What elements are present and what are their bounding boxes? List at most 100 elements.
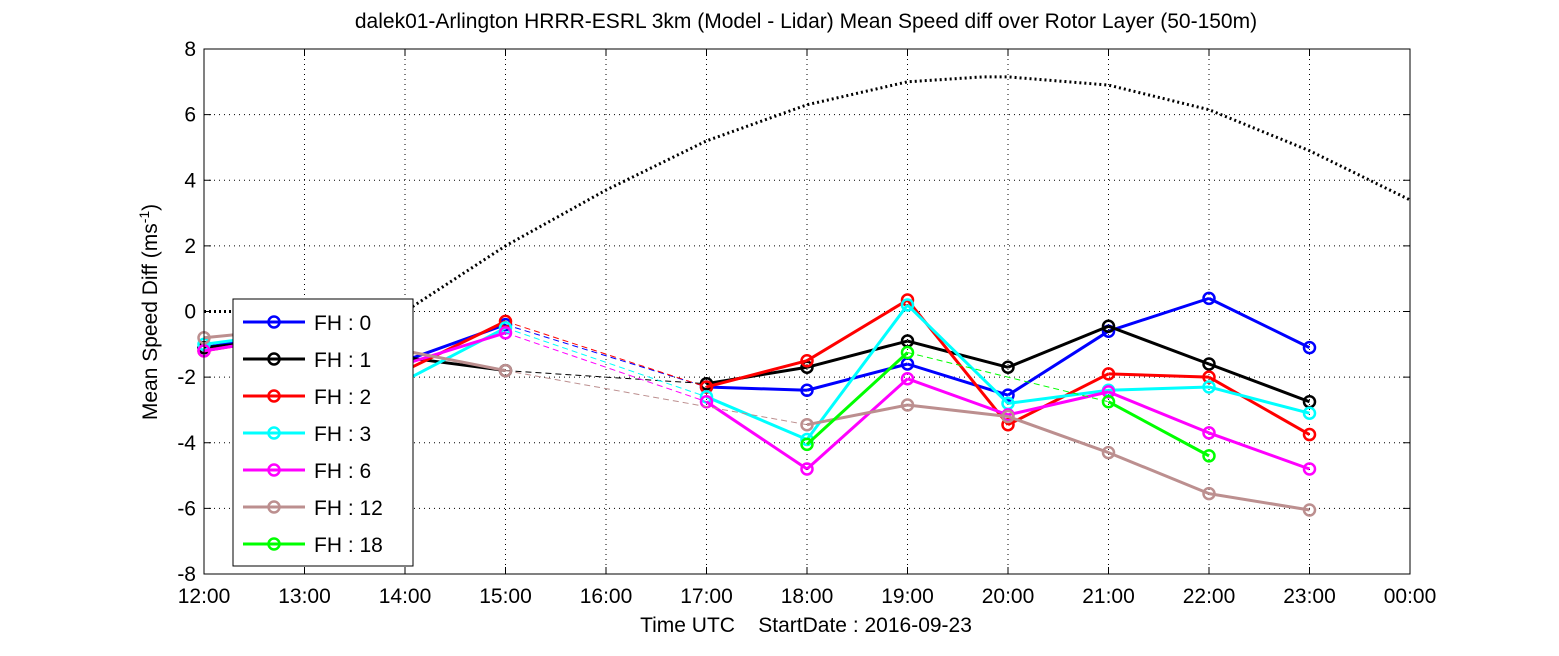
series-segment — [1107, 400, 1210, 458]
series-segment — [1108, 385, 1210, 392]
reference-curve — [204, 75, 1411, 313]
y-tick-label: -8 — [177, 563, 196, 586]
data-point — [1101, 324, 1116, 338]
legend-item: FH : 12 — [243, 497, 383, 520]
x-tick-label: 20:00 — [982, 585, 1035, 608]
series-segment — [906, 377, 1009, 417]
data-point — [498, 326, 513, 340]
series-segment — [1208, 431, 1311, 471]
data-point — [1302, 406, 1317, 420]
series-gap-segment — [505, 320, 707, 388]
series-gap-segment — [505, 324, 707, 388]
series-segment — [1007, 390, 1109, 417]
data-point — [1001, 388, 1015, 402]
data-point — [1202, 291, 1216, 306]
x-tick-label: 17:00 — [680, 585, 733, 608]
series-segment — [1108, 372, 1210, 379]
x-tick-label: 16:00 — [580, 585, 633, 608]
legend-item: FH : 18 — [243, 534, 383, 557]
legend-item: FH : 6 — [243, 460, 371, 483]
legend-label: FH : 0 — [314, 312, 371, 335]
series-segment — [1208, 385, 1310, 415]
series-segment — [806, 403, 908, 427]
x-ticks: 12:00 13:00 14:00 15:00 16:00 17:00 18:00 19:00… — [178, 49, 1437, 608]
series-segment — [705, 395, 808, 441]
x-tick-label: 19:00 — [881, 585, 934, 608]
chart-title: dalek01-Arlington HRRR-ESRL 3km (Model -… — [355, 10, 1257, 33]
legend-marker — [267, 537, 281, 551]
data-point — [1302, 503, 1317, 517]
data-point — [1101, 319, 1116, 334]
series-segment — [805, 377, 909, 471]
legend-marker — [267, 500, 281, 514]
y-tick-label: 6 — [184, 104, 196, 127]
legend-item: FH : 2 — [243, 386, 371, 409]
series-segment — [1208, 492, 1310, 512]
y-axis-label-superscript: -1 — [136, 211, 152, 224]
legend-items: FH : 0 FH : 1 FH : 2 FH : 3 FH : 6 FH : 12 FH … — [243, 312, 383, 557]
data-point — [800, 353, 814, 368]
legend-label: FH : 12 — [314, 497, 383, 520]
data-point — [1101, 445, 1116, 460]
legend: FH : 0 FH : 1 FH : 2 FH : 3 FH : 6 FH : 12 FH … — [232, 298, 414, 567]
x-tick-label: 18:00 — [781, 585, 834, 608]
data-point — [1202, 486, 1216, 501]
series-segment — [1208, 297, 1311, 349]
data-point — [1101, 394, 1116, 409]
series-segment — [906, 303, 1010, 405]
series-segment — [404, 319, 507, 372]
data-point — [1302, 462, 1317, 476]
legend-label: FH : 3 — [314, 423, 371, 446]
y-axis-label-close: ) — [139, 204, 162, 211]
x-tick-label: 15:00 — [479, 585, 532, 608]
legend-marker — [267, 315, 281, 329]
y-tick-label: 0 — [184, 301, 196, 324]
x-axis-label: Time UTC StartDate : 2016-09-23 — [640, 614, 972, 637]
legend-marker — [267, 352, 281, 366]
legend-label: FH : 6 — [314, 460, 371, 483]
data-point — [1202, 426, 1216, 440]
series-segment — [805, 351, 909, 446]
legend-label: FH : 1 — [314, 349, 371, 372]
series-segment — [1108, 296, 1210, 333]
x-tick-label: 00:00 — [1384, 585, 1437, 608]
data-point — [1202, 357, 1216, 371]
legend-item: FH : 1 — [243, 349, 371, 372]
series-segment — [706, 359, 808, 389]
y-tick-label: 4 — [184, 169, 196, 192]
data-point — [699, 394, 714, 409]
series-gap-segment — [505, 327, 707, 398]
legend-label: FH : 18 — [314, 534, 383, 557]
data-point — [900, 398, 915, 412]
legend-label: FH : 2 — [314, 386, 371, 409]
data-point — [900, 298, 915, 312]
series-segment — [1007, 415, 1110, 455]
data-point — [800, 462, 814, 476]
data-point — [1202, 380, 1216, 394]
y-axis-label-main: Mean Speed Diff (ms — [139, 223, 162, 420]
y-axis-label: Mean Speed Diff (ms-1) — [136, 204, 162, 420]
data-point — [1101, 367, 1116, 381]
series-segment — [805, 304, 909, 441]
series-gap-segment — [907, 352, 1109, 403]
series-segment — [1208, 375, 1311, 436]
series-segment — [705, 400, 808, 471]
y-tick-label: -2 — [177, 366, 196, 389]
reference-curve-layer — [204, 75, 1411, 313]
data-point — [1302, 427, 1317, 442]
series-gap-segment — [505, 370, 808, 426]
series-gap-segment — [505, 370, 707, 385]
data-point — [1302, 340, 1317, 355]
y-tick-label: -6 — [177, 497, 196, 520]
x-tick-label: 14:00 — [379, 585, 432, 608]
data-point — [498, 363, 513, 378]
series-segment — [1007, 329, 1110, 397]
x-tick-label: 12:00 — [178, 585, 231, 608]
y-ticks: -8 -6 -4 -2 0 2 4 6 8 — [177, 38, 1410, 586]
series-segment — [1107, 324, 1210, 366]
data-point — [800, 383, 814, 397]
legend-marker — [267, 463, 281, 477]
series-3 — [197, 293, 1317, 442]
x-tick-label: 23:00 — [1283, 585, 1336, 608]
